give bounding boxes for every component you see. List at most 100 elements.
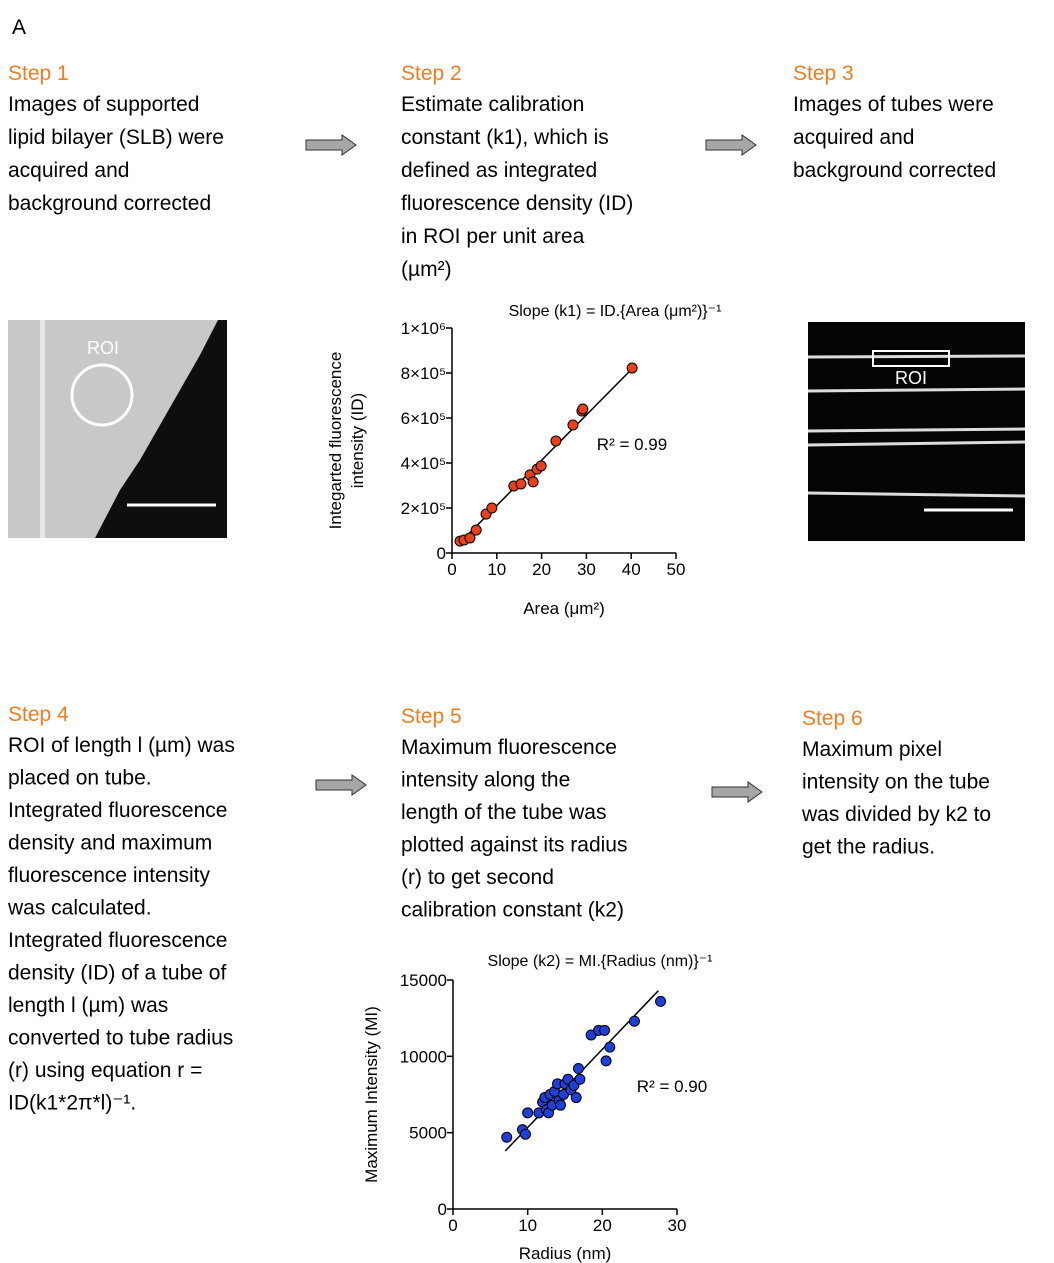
step-text: acquired and — [8, 159, 129, 182]
step-title: Step 3 — [793, 62, 854, 85]
step-title: Step 2 — [401, 62, 462, 85]
y-axis-label: Maximum Intensity (MI) — [362, 1006, 381, 1183]
annotation: R² = 0.99 — [597, 435, 667, 454]
data-point — [551, 436, 561, 446]
step-text: in ROI per unit area — [401, 225, 585, 248]
y-tick-label: 10000 — [400, 1047, 447, 1066]
step-text: background corrected — [793, 159, 996, 182]
step-text: Integrated fluorescence — [8, 799, 227, 822]
x-tick-label: 10 — [487, 560, 506, 579]
step-text: ROI of length l (µm) was — [8, 734, 235, 757]
y-tick-label: 0 — [437, 544, 446, 563]
step-title: Step 4 — [8, 703, 69, 726]
x-tick-label: 0 — [447, 560, 456, 579]
step-text: Estimate calibration — [401, 93, 584, 116]
step-text: fluorescence intensity — [8, 864, 210, 887]
tube-image — [808, 322, 1025, 541]
data-point — [556, 1100, 566, 1110]
y-tick-label: 1×10⁶ — [401, 319, 446, 338]
data-point — [571, 1093, 581, 1103]
step-text: constant (k1), which is — [401, 126, 609, 149]
y-tick-label: 6×10⁵ — [401, 409, 446, 428]
x-tick-label: 30 — [668, 1216, 687, 1235]
step-text: converted to tube radius — [8, 1027, 233, 1050]
data-point — [656, 996, 666, 1006]
step-text: Integrated fluorescence — [8, 929, 227, 952]
step-text: ID(k1*2π*l)⁻¹. — [8, 1092, 136, 1115]
data-point — [600, 1025, 610, 1035]
step-text: (r) to get second — [401, 866, 554, 889]
panel-label: A — [12, 16, 26, 39]
y-tick-label: 15000 — [400, 971, 447, 990]
x-tick-label: 20 — [532, 560, 551, 579]
roi-label: ROI — [895, 368, 927, 388]
data-point — [487, 503, 497, 513]
x-tick-label: 50 — [667, 560, 686, 579]
step-text: lipid bilayer (SLB) were — [8, 126, 224, 149]
step-text: Maximum pixel — [802, 738, 942, 761]
data-point — [578, 404, 588, 414]
data-point — [575, 1074, 585, 1084]
step-text: density (ID) of a tube of — [8, 962, 226, 985]
x-tick-label: 40 — [622, 560, 641, 579]
step-text: Maximum fluorescence — [401, 736, 617, 759]
x-tick-label: 20 — [593, 1216, 612, 1235]
y-tick-label: 5000 — [409, 1124, 447, 1143]
y-tick-label: 2×10⁵ — [401, 499, 446, 518]
step-text: intensity on the tube — [802, 771, 990, 794]
data-point — [471, 525, 481, 535]
data-point — [523, 1108, 533, 1118]
data-point — [516, 479, 526, 489]
data-point — [627, 363, 637, 373]
x-tick-label: 10 — [518, 1216, 537, 1235]
x-axis-label: Radius (nm) — [519, 1244, 612, 1263]
data-point — [605, 1042, 615, 1052]
step-text: defined as integrated — [401, 159, 597, 182]
step-text: background corrected — [8, 192, 211, 215]
y-tick-label: 8×10⁵ — [401, 364, 446, 383]
step-text: fluorescence density (ID) — [401, 192, 633, 215]
step-title: Step 5 — [401, 705, 462, 728]
chart-title: Slope (k1) = ID.{Area (μm²)}⁻¹ — [509, 303, 722, 320]
step-text: acquired and — [793, 126, 914, 149]
x-axis-label: Area (μm²) — [523, 599, 605, 618]
data-point — [573, 1064, 583, 1074]
step-text: get the radius. — [802, 836, 935, 859]
step-text: was calculated. — [7, 897, 152, 920]
data-point — [502, 1132, 512, 1142]
y-tick-label: 4×10⁵ — [401, 454, 446, 473]
step-text: was divided by k2 to — [801, 803, 991, 826]
step-text: Images of supported — [8, 93, 199, 116]
y-axis-label: intensity (ID) — [348, 393, 367, 488]
step-text: (µm²) — [401, 258, 452, 281]
roi-label: ROI — [87, 338, 119, 358]
step-text: placed on tube. — [8, 767, 152, 790]
step-title: Step 1 — [8, 62, 69, 85]
arrow — [712, 782, 762, 802]
step-text: Images of tubes were — [793, 93, 994, 116]
data-point — [568, 420, 578, 430]
chart-title: Slope (k2) = MI.{Radius (nm)}⁻¹ — [488, 953, 713, 970]
step-text: density and maximum — [8, 832, 212, 855]
y-axis-label: Integarted fluorescence — [326, 352, 345, 530]
step-text: (r) using equation r = — [8, 1059, 202, 1082]
step-text: calibration constant (k2) — [401, 899, 624, 922]
annotation: R² = 0.90 — [637, 1077, 707, 1096]
x-tick-label: 30 — [577, 560, 596, 579]
data-point — [536, 461, 546, 471]
data-point — [528, 477, 538, 487]
step-text: intensity along the — [401, 769, 570, 792]
step-text: length of the tube was — [401, 801, 606, 824]
arrow — [316, 775, 366, 795]
x-tick-label: 0 — [448, 1216, 457, 1235]
data-point — [629, 1016, 639, 1026]
arrow — [706, 135, 756, 155]
data-point — [520, 1129, 530, 1139]
step-text: plotted against its radius — [401, 834, 627, 857]
figure: A ROI ROI Step 1 Images of supported lipid… — [0, 0, 1054, 1263]
data-point — [601, 1056, 611, 1066]
step-title: Step 6 — [802, 707, 863, 730]
arrow — [306, 135, 356, 155]
step-text: length l (µm) was — [8, 994, 168, 1017]
y-tick-label: 0 — [438, 1200, 447, 1219]
